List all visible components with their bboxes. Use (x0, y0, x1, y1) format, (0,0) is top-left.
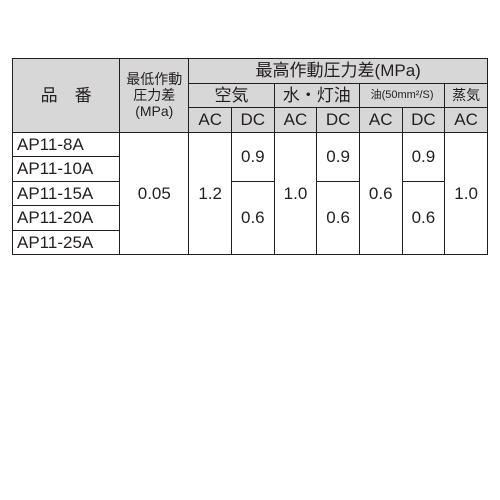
header-max-diff: 最高作動圧力差(MPa) (189, 59, 488, 84)
header-air-ac: AC (189, 108, 232, 133)
oil-dc-bot-cell: 0.6 (402, 181, 445, 255)
air-dc-top-cell: 0.9 (232, 132, 275, 181)
water-dc-top-cell: 0.9 (317, 132, 360, 181)
header-part-no: 品 番 (13, 59, 120, 133)
oil-dc-top-cell: 0.9 (402, 132, 445, 181)
header-oil-dc: DC (402, 108, 445, 133)
part-cell: AP11-8A (13, 132, 120, 157)
air-dc-bot-cell: 0.6 (232, 181, 275, 255)
part-cell: AP11-20A (13, 206, 120, 231)
header-water-dc: DC (317, 108, 360, 133)
header-oil: 油(50mm²/S) (359, 83, 444, 108)
water-dc-bot-cell: 0.6 (317, 181, 360, 255)
header-air: 空気 (189, 83, 274, 108)
table-row: AP11-15A 0.6 0.6 0.6 (13, 181, 488, 206)
header-min-diff: 最低作動 圧力差 (MPa) (120, 59, 189, 133)
oil-ac-cell: 0.6 (359, 132, 402, 255)
header-water-kero: 水・灯油 (274, 83, 359, 108)
part-cell: AP11-15A (13, 181, 120, 206)
water-ac-cell: 1.0 (274, 132, 317, 255)
header-oil-ac: AC (359, 108, 402, 133)
header-steam-ac: AC (445, 108, 488, 133)
header-air-dc: DC (232, 108, 275, 133)
spec-table: 品 番 最低作動 圧力差 (MPa) 最高作動圧力差(MPa) 空気 水・灯油 … (12, 58, 488, 255)
header-water-ac: AC (274, 108, 317, 133)
header-steam: 蒸気 (445, 83, 488, 108)
steam-ac-cell: 1.0 (445, 132, 488, 255)
part-cell: AP11-25A (13, 230, 120, 255)
part-cell: AP11-10A (13, 157, 120, 182)
table-row: AP11-8A 0.05 1.2 0.9 1.0 0.9 0.6 0.9 1.0 (13, 132, 488, 157)
min-cell: 0.05 (120, 132, 189, 255)
air-ac-cell: 1.2 (189, 132, 232, 255)
